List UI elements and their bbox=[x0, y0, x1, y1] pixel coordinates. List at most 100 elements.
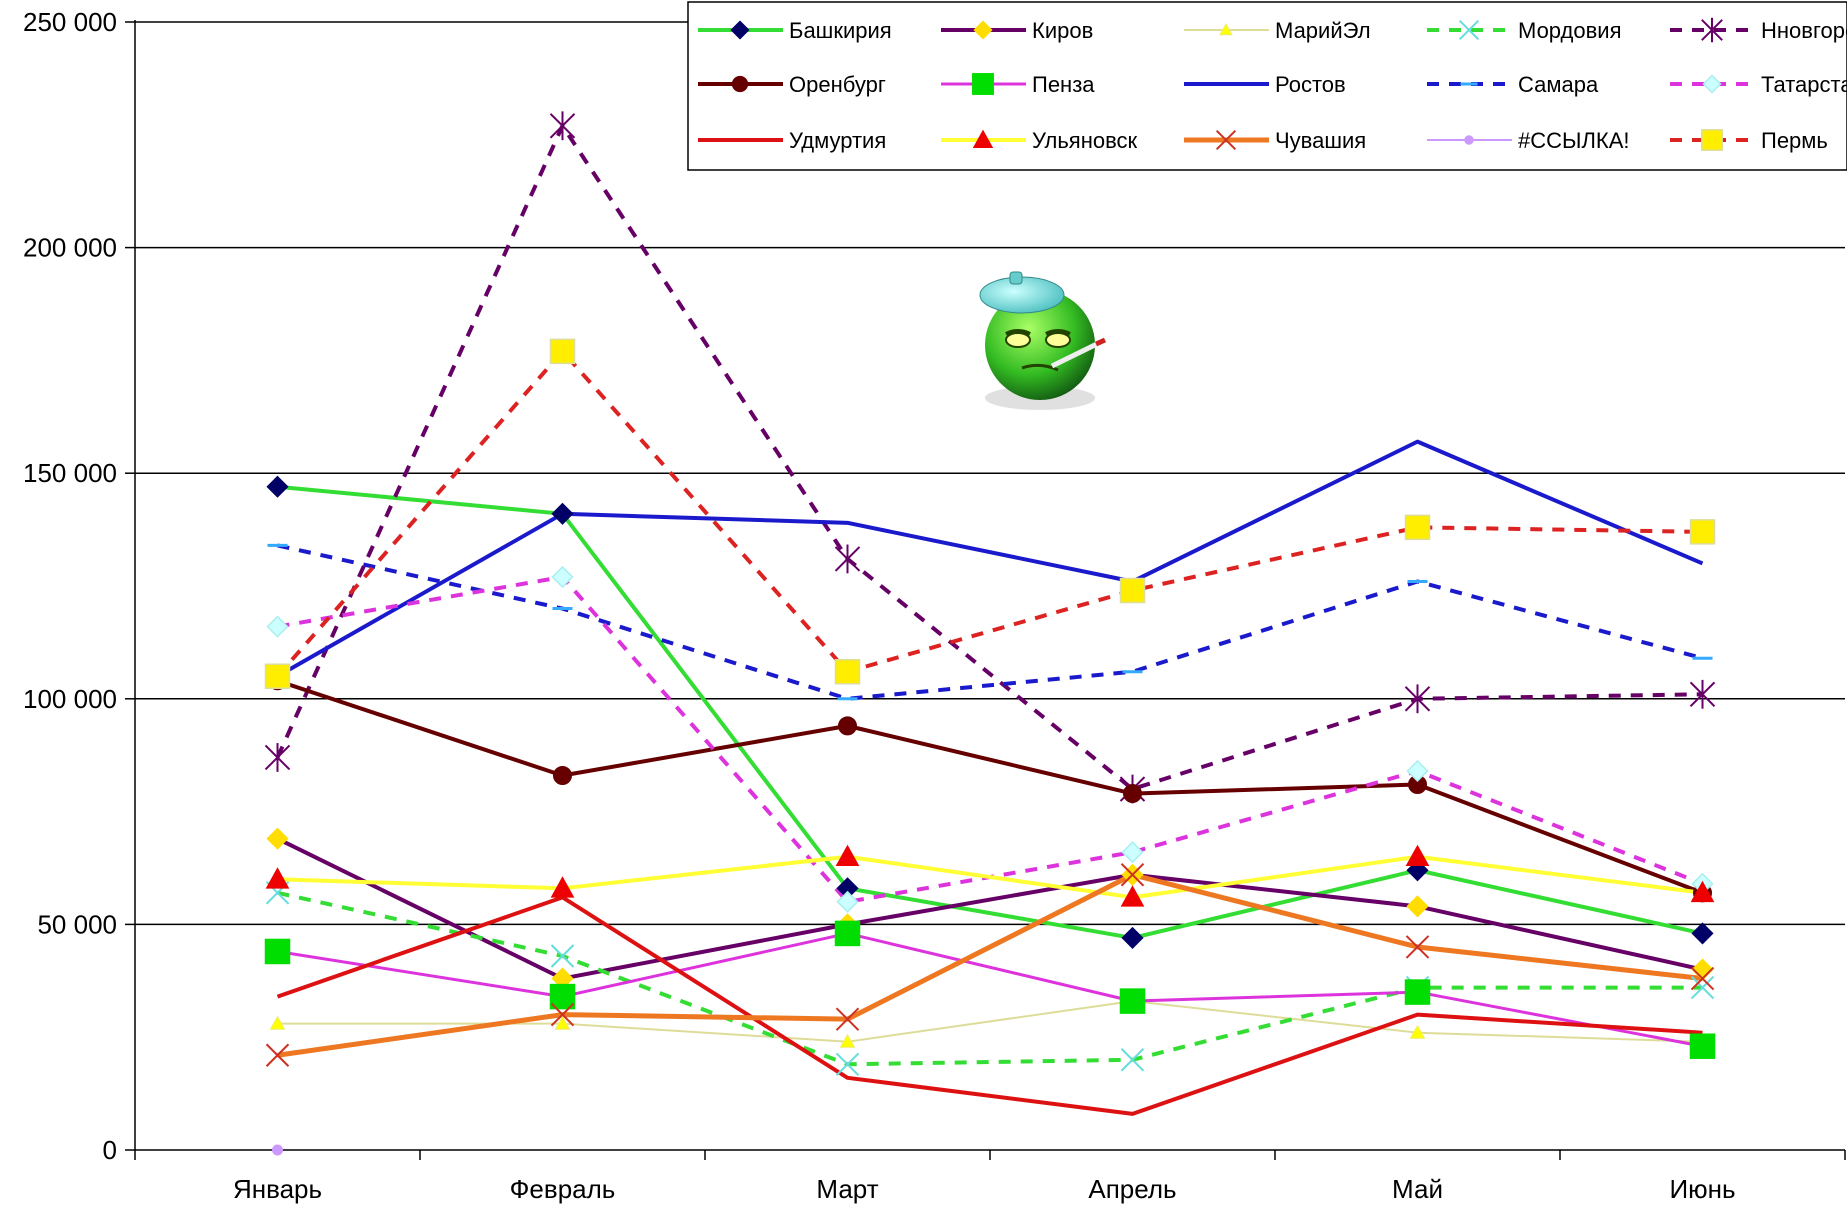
data-point-marker bbox=[835, 1052, 860, 1076]
data-point-marker bbox=[551, 502, 574, 525]
legend-label: Удмуртия bbox=[789, 128, 886, 153]
series-line bbox=[277, 872, 1703, 1058]
data-point-marker bbox=[1701, 129, 1723, 151]
data-point-marker bbox=[834, 920, 861, 947]
data-point-marker bbox=[550, 1002, 575, 1027]
data-point-marker bbox=[269, 1015, 286, 1030]
data-point-marker bbox=[1119, 577, 1146, 604]
data-point-marker bbox=[972, 129, 994, 148]
data-point-marker bbox=[1404, 684, 1431, 714]
series-line bbox=[277, 574, 1704, 904]
legend: Башкирия Киров МарийЭл Мордовия Нновгород Оре… bbox=[687, 1, 1847, 171]
data-point-marker bbox=[549, 983, 576, 1010]
legend-item: Удмуртия bbox=[698, 128, 886, 153]
data-point-marker bbox=[549, 111, 576, 141]
data-point-marker bbox=[266, 827, 289, 850]
x-tick-label: Март bbox=[816, 1174, 878, 1204]
data-point-marker bbox=[1690, 966, 1715, 991]
data-point-marker bbox=[1464, 135, 1474, 145]
data-point-marker bbox=[1701, 17, 1723, 43]
data-point-marker bbox=[1405, 935, 1430, 959]
data-point-marker bbox=[1120, 885, 1145, 907]
sick-smiley-icon bbox=[979, 271, 1107, 410]
legend-label: Киров bbox=[1032, 18, 1093, 43]
y-tick-label: 250 000 bbox=[23, 7, 117, 37]
data-point-marker bbox=[839, 1033, 856, 1048]
data-point-marker bbox=[264, 743, 291, 772]
legend-item: Ульяновск bbox=[941, 128, 1138, 153]
data-point-marker bbox=[554, 1015, 571, 1030]
data-point-marker bbox=[264, 663, 291, 689]
series-line bbox=[276, 895, 1703, 1116]
legend-label: Пенза bbox=[1032, 72, 1095, 97]
data-point-marker bbox=[266, 475, 289, 498]
axes: 0 50 000 100 000 150 000 200 000 250 000 Январ… bbox=[23, 7, 1846, 1204]
data-point-marker bbox=[972, 73, 994, 95]
y-tick-label: 100 000 bbox=[23, 684, 117, 714]
series-line bbox=[276, 439, 1704, 678]
x-tick-label: Январь bbox=[233, 1174, 322, 1204]
series-line bbox=[276, 678, 1704, 895]
data-point-marker bbox=[550, 876, 575, 898]
legend-label: Мордовия bbox=[1518, 18, 1622, 43]
series-line bbox=[277, 931, 1703, 1048]
legend-label: Оренбург bbox=[789, 72, 886, 97]
legend-label: Нновгород bbox=[1761, 18, 1847, 43]
series-line bbox=[277, 1000, 1703, 1043]
data-point-marker bbox=[1404, 514, 1431, 541]
legend-item: #ССЫЛКА! bbox=[1427, 128, 1630, 153]
legend-item: Татарстан bbox=[1670, 72, 1847, 97]
series-lines bbox=[275, 123, 1704, 1116]
series-markers bbox=[264, 111, 1716, 1156]
series-line bbox=[277, 854, 1703, 900]
series-line bbox=[275, 349, 1703, 678]
legend-item: Башкирия bbox=[698, 18, 892, 43]
data-point-marker bbox=[1702, 74, 1722, 94]
data-point-marker bbox=[1123, 784, 1142, 804]
data-point-marker bbox=[264, 938, 291, 965]
legend-label: МарийЭл bbox=[1275, 18, 1371, 43]
data-point-marker bbox=[266, 615, 289, 638]
data-point-marker bbox=[265, 867, 290, 889]
data-point-marker bbox=[834, 658, 861, 685]
data-point-marker bbox=[834, 544, 861, 574]
data-point-marker bbox=[1409, 1024, 1426, 1039]
data-point-marker bbox=[1405, 844, 1430, 867]
legend-label: #ССЫЛКА! bbox=[1518, 128, 1630, 153]
data-point-marker bbox=[1690, 975, 1715, 1000]
data-point-marker bbox=[1215, 129, 1237, 151]
x-tick-label: Февраль bbox=[510, 1174, 616, 1204]
data-point-marker bbox=[265, 1043, 290, 1067]
legend-item: Пенза bbox=[941, 72, 1095, 97]
legend-item: Оренбург bbox=[698, 72, 886, 97]
data-point-marker bbox=[549, 338, 576, 365]
data-point-marker bbox=[838, 716, 857, 736]
data-point-marker bbox=[551, 565, 574, 589]
x-tick-label: Апрель bbox=[1088, 1174, 1176, 1204]
data-point-marker bbox=[1404, 979, 1431, 1005]
data-point-marker bbox=[1458, 19, 1480, 41]
data-point-marker bbox=[1690, 880, 1715, 903]
legend-label: Пермь bbox=[1761, 128, 1828, 153]
legend-item: Нновгород bbox=[1670, 17, 1847, 43]
data-point-marker bbox=[1689, 679, 1716, 709]
data-point-marker bbox=[1689, 1033, 1716, 1059]
data-point-marker bbox=[1119, 988, 1146, 1014]
series-line bbox=[277, 890, 1703, 1067]
y-tick-label: 200 000 bbox=[23, 233, 117, 263]
legend-item: Пермь bbox=[1670, 128, 1828, 153]
data-point-marker bbox=[730, 20, 750, 40]
data-point-marker bbox=[1689, 519, 1716, 545]
data-point-marker bbox=[550, 944, 575, 968]
data-point-marker bbox=[835, 1007, 860, 1031]
data-point-marker bbox=[1120, 863, 1145, 887]
data-point-marker bbox=[836, 890, 859, 913]
legend-item: Ростов bbox=[1184, 72, 1346, 97]
data-point-marker bbox=[553, 766, 572, 786]
data-point-marker bbox=[731, 75, 749, 93]
data-point-marker bbox=[1406, 759, 1429, 783]
data-point-marker bbox=[1121, 841, 1144, 864]
x-tick-label: Июнь bbox=[1669, 1174, 1735, 1204]
legend-label: Башкирия bbox=[789, 18, 892, 43]
